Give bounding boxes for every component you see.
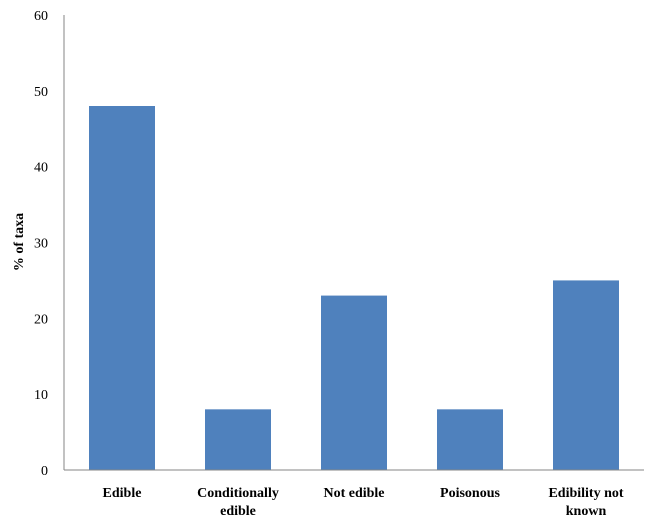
y-tick-labels: 0 10 20 30 40 50 60 bbox=[34, 9, 48, 479]
x-category-label: Edibility not bbox=[548, 486, 623, 501]
bars bbox=[89, 106, 619, 470]
y-tick-label: 20 bbox=[34, 312, 48, 327]
bar bbox=[89, 106, 155, 470]
y-tick-label: 10 bbox=[34, 388, 48, 403]
x-category-label: known bbox=[566, 504, 607, 519]
bar bbox=[321, 295, 387, 470]
y-tick-label: 60 bbox=[34, 9, 48, 24]
x-category-label: Poisonous bbox=[440, 486, 500, 501]
bar bbox=[553, 280, 619, 470]
x-category-label: Edible bbox=[103, 486, 142, 501]
y-tick-label: 0 bbox=[41, 464, 48, 479]
y-axis-label: % of taxa bbox=[12, 213, 27, 271]
y-tick-label: 50 bbox=[34, 85, 48, 100]
y-tick-label: 30 bbox=[34, 237, 48, 252]
y-tick-label: 40 bbox=[34, 161, 48, 176]
bar bbox=[437, 409, 503, 470]
x-category-labels: Edible Conditionally edible Not edible Poiso… bbox=[103, 486, 624, 519]
bar bbox=[205, 409, 271, 470]
x-category-label: Not edible bbox=[323, 486, 384, 501]
x-category-label: Conditionally bbox=[197, 486, 279, 501]
y-axis: 0 10 20 30 40 50 60 % of taxa bbox=[12, 9, 65, 479]
x-category-label: edible bbox=[220, 504, 256, 519]
